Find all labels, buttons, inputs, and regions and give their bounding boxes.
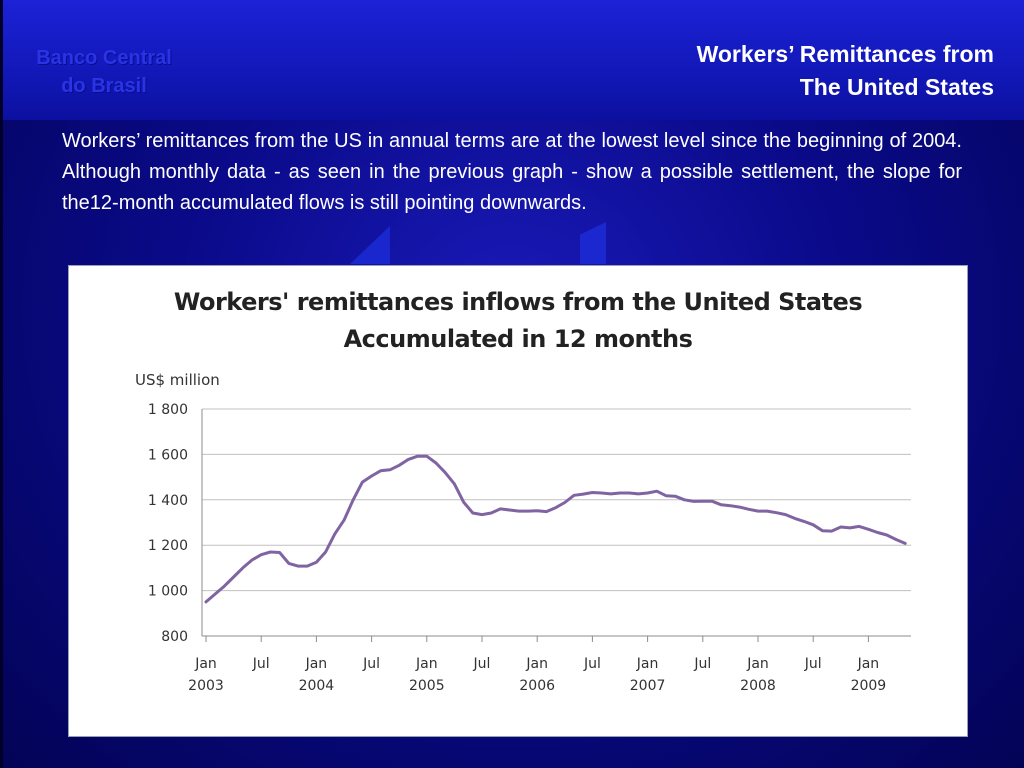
y-tick-label: 800 [161, 629, 188, 645]
y-tick-label: 1 000 [148, 584, 188, 600]
y-tick-label: 1 600 [148, 447, 188, 463]
x-tick-label: Jul [473, 656, 491, 672]
slide-body-text: Workers’ remittances from the US in annu… [62, 130, 962, 214]
y-tick-label: 1 200 [148, 538, 188, 554]
decorative-shape-left [350, 226, 390, 264]
x-tick-label: Jul [583, 656, 601, 672]
x-tick-label: Jul [693, 656, 711, 672]
slide-title: Workers’ Remittances from The United Sta… [474, 38, 994, 104]
x-tick-label: Jan [525, 656, 548, 672]
x-tick-label: Jan [415, 656, 438, 672]
x-tick-label: Jul [362, 656, 380, 672]
x-tick-label: Jan [636, 656, 659, 672]
decorative-shape-right [580, 222, 606, 264]
x-tick-label: Jul [804, 656, 822, 672]
slide-title-line-2: The United States [799, 74, 994, 100]
x-tick-year-label: 2007 [630, 678, 666, 694]
chart-container: Workers' remittances inflows from the Un… [68, 265, 968, 737]
chart-title-line-2: Accumulated in 12 months [343, 325, 693, 353]
x-tick-year-label: 2008 [740, 678, 776, 694]
chart-title: Workers' remittances inflows from the Un… [69, 284, 967, 358]
brand-line-1: Banco Central [36, 47, 172, 69]
left-stripe [0, 0, 3, 768]
x-tick-label: Jul [252, 656, 270, 672]
line-chart: 800 1 000 1 200 1 400 1 600 1 800 Jan 2003 Jul Ja… [148, 402, 911, 694]
chart-title-line-1: Workers' remittances inflows from the Un… [173, 288, 863, 316]
x-tick-label: Jan [305, 656, 328, 672]
slide-title-line-1: Workers’ Remittances from [696, 41, 994, 67]
brand-logo-text: Banco Central do Brasil [14, 44, 194, 100]
y-tick-label: 1 800 [148, 402, 188, 418]
x-tick-year-label: 2004 [299, 678, 335, 694]
y-axis-unit-label: US$ million [135, 371, 220, 389]
x-tick-year-label: 2005 [409, 678, 445, 694]
x-tick-year-label: 2009 [851, 678, 887, 694]
x-tick-year-label: 2006 [519, 678, 555, 694]
x-tick-label: Jan [746, 656, 769, 672]
x-tick-label: Jan [857, 656, 880, 672]
header-band [0, 0, 1024, 120]
series-line [204, 454, 907, 604]
x-tick-year-label: 2003 [188, 678, 224, 694]
x-tick-label: Jan [194, 656, 217, 672]
brand-line-2: do Brasil [61, 75, 147, 97]
y-tick-label: 1 400 [148, 493, 188, 509]
